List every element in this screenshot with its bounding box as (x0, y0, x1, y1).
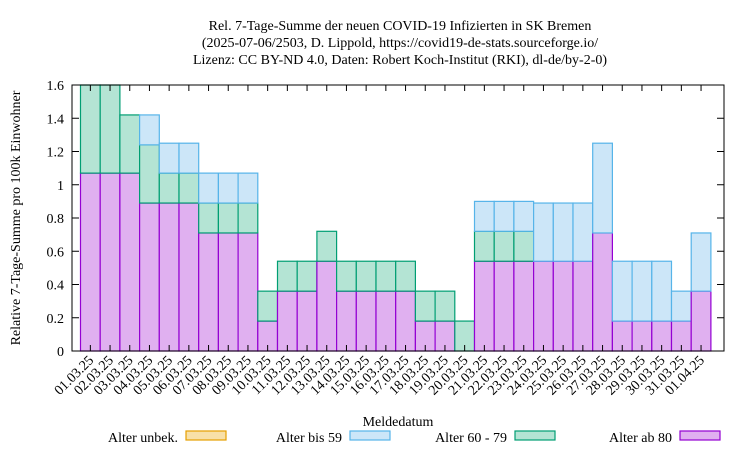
bar-segment-8-2 (237, 172, 259, 204)
bar-segment-8-0 (237, 232, 259, 352)
bar-segment-21-2 (493, 200, 515, 232)
bar-segment-4-0 (158, 202, 180, 352)
y-axis-label: Relative 7-Tage-Summe pro 100k Einwohner (9, 90, 24, 345)
y-tick-label-8: 1.6 (47, 79, 65, 94)
legend-label-3: Alter ab 80 (609, 431, 672, 446)
bar-segment-27-2 (611, 260, 633, 322)
y-tick-label-4: 0.8 (47, 212, 65, 227)
legend-label-1: Alter bis 59 (276, 431, 342, 446)
bar-segment-15-0 (375, 290, 397, 352)
bar-segment-12-1 (316, 230, 338, 262)
bar-segment-6-2 (198, 172, 219, 204)
x-axis-label: Meldedatum (363, 415, 434, 430)
bar-segment-22-2 (513, 200, 535, 232)
bar-segment-5-1 (178, 172, 200, 204)
title-line-2: (2025-07-06/2503, D. Lippold, https://co… (202, 36, 598, 51)
bar-segment-2-1 (119, 114, 141, 174)
bar-segment-16-1 (395, 260, 417, 292)
bar-segment-30-2 (670, 290, 692, 322)
bar-segment-16-0 (395, 290, 417, 352)
bar-segment-2-0 (119, 172, 141, 352)
bar-segment-24-0 (552, 260, 574, 352)
y-axis: 0 0.2 0.4 0.6 0.8 1 1.2 1.4 1.6 (47, 79, 724, 360)
bar-segment-21-0 (493, 260, 515, 352)
bar-segment-13-1 (336, 260, 357, 292)
bar-segment-14-1 (355, 260, 377, 292)
bar-segment-31-2 (690, 232, 712, 292)
bar-segment-12-0 (316, 260, 338, 352)
legend-label-2: Alter 60 - 79 (435, 431, 507, 446)
bar-segment-22-0 (513, 260, 535, 352)
bar-segment-31-0 (690, 290, 712, 352)
chart-title: Rel. 7-Tage-Summe der neuen COVID-19 Inf… (193, 19, 607, 68)
legend-swatch-1 (349, 430, 391, 441)
bar-segment-6-0 (198, 232, 219, 352)
bar-segment-0-0 (79, 172, 101, 352)
bar-segment-29-2 (651, 260, 673, 322)
title-line-1: Rel. 7-Tage-Summe der neuen COVID-19 Inf… (209, 19, 592, 34)
bar-segment-26-2 (592, 142, 614, 234)
y-tick-label-5: 1 (57, 179, 64, 194)
bar-segment-25-0 (572, 260, 594, 352)
bar-segment-20-2 (473, 200, 495, 232)
bar-segment-1-1 (99, 84, 121, 174)
bar-segment-11-0 (296, 290, 318, 352)
bar-segment-20-0 (473, 260, 495, 352)
legend-label-0: Alter unbek. (108, 431, 178, 446)
y-tick-label-2: 0.4 (47, 279, 65, 294)
bar-segment-11-1 (296, 260, 318, 292)
bar-segment-3-1 (139, 144, 160, 204)
y-tick-label-1: 0.2 (47, 312, 65, 327)
legend-swatch-2 (514, 430, 556, 441)
bar-segment-4-1 (158, 172, 180, 204)
bar-segment-10-1 (276, 260, 298, 292)
title-line-3: Lizenz: CC BY-ND 4.0, Daten: Robert Koch… (193, 53, 607, 68)
bar-segment-0-1 (79, 84, 101, 174)
legend: Alter unbek. Alter bis 59 Alter 60 - 79 Alt… (108, 430, 721, 446)
bar-segment-3-2 (139, 114, 160, 146)
x-axis: 01.03.2502.03.2503.03.2504.03.2505.03.25… (52, 85, 708, 398)
bar-segment-7-0 (217, 232, 239, 352)
bar-segment-23-0 (532, 260, 554, 352)
bar-segment-14-0 (355, 290, 377, 352)
bar-segment-18-1 (434, 290, 456, 322)
bar-segment-1-0 (99, 172, 121, 352)
y-tick-label-7: 1.4 (47, 112, 65, 127)
bars-group (79, 84, 712, 352)
bar-segment-23-2 (532, 202, 554, 262)
bar-segment-26-0 (592, 232, 614, 352)
bar-segment-8-1 (237, 202, 259, 234)
bar-segment-4-2 (158, 142, 180, 174)
bar-segment-5-0 (178, 202, 200, 352)
bar-segment-13-0 (336, 290, 357, 352)
bar-segment-10-0 (276, 290, 298, 352)
bar-segment-28-2 (631, 260, 653, 322)
y-tick-label-3: 0.6 (47, 245, 65, 260)
y-tick-label-0: 0 (57, 345, 64, 360)
bar-segment-24-2 (552, 202, 574, 262)
bar-segment-21-1 (493, 230, 515, 262)
bar-segment-7-2 (217, 172, 239, 204)
legend-swatch-3 (679, 430, 721, 441)
bar-segment-17-1 (414, 290, 436, 322)
bar-segment-7-1 (217, 202, 239, 234)
bar-segment-25-2 (572, 202, 594, 262)
bar-segment-6-1 (198, 202, 219, 234)
bar-segment-5-2 (178, 142, 200, 174)
legend-swatch-0 (185, 430, 227, 441)
bar-segment-3-0 (139, 202, 160, 352)
y-tick-label-6: 1.2 (47, 146, 65, 161)
bar-segment-20-1 (473, 230, 495, 262)
bar-segment-22-1 (513, 230, 535, 262)
bar-segment-15-1 (375, 260, 397, 292)
bar-segment-9-1 (257, 290, 279, 322)
